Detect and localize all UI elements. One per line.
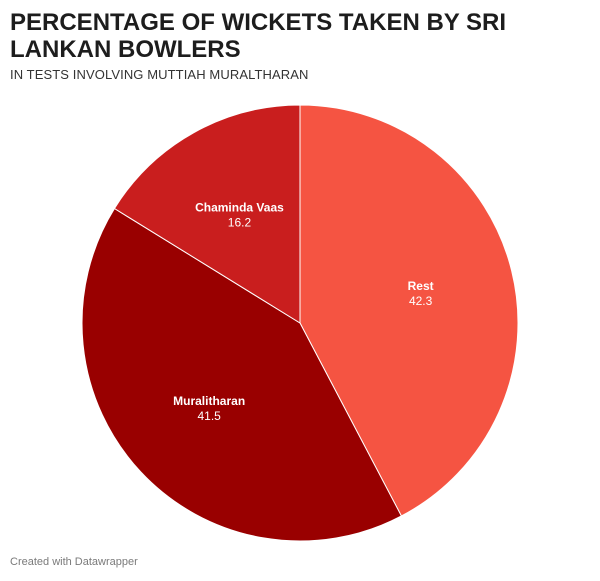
pie-slice-rest [299,104,519,517]
chart-title: PERCENTAGE OF WICKETS TAKEN BY SRI LANKA… [10,9,507,63]
slice-value-chaminda-vaas: 16.2 [228,215,252,229]
slice-label-muralitharan: Muralitharan [173,394,245,408]
pie-slice-chaminda-vaas [113,104,301,324]
slice-value-muralitharan: 41.5 [197,409,221,423]
pie-slice-muralitharan [81,207,403,542]
datawrapper-credit: Created with Datawrapper [10,556,138,568]
slice-value-rest: 42.3 [409,294,433,308]
slice-label-rest: Rest [408,279,434,293]
chart-subtitle: IN TESTS INVOLVING MUTTIAH MURALTHARAN [10,67,309,82]
slice-label-chaminda-vaas: Chaminda Vaas [195,200,284,214]
